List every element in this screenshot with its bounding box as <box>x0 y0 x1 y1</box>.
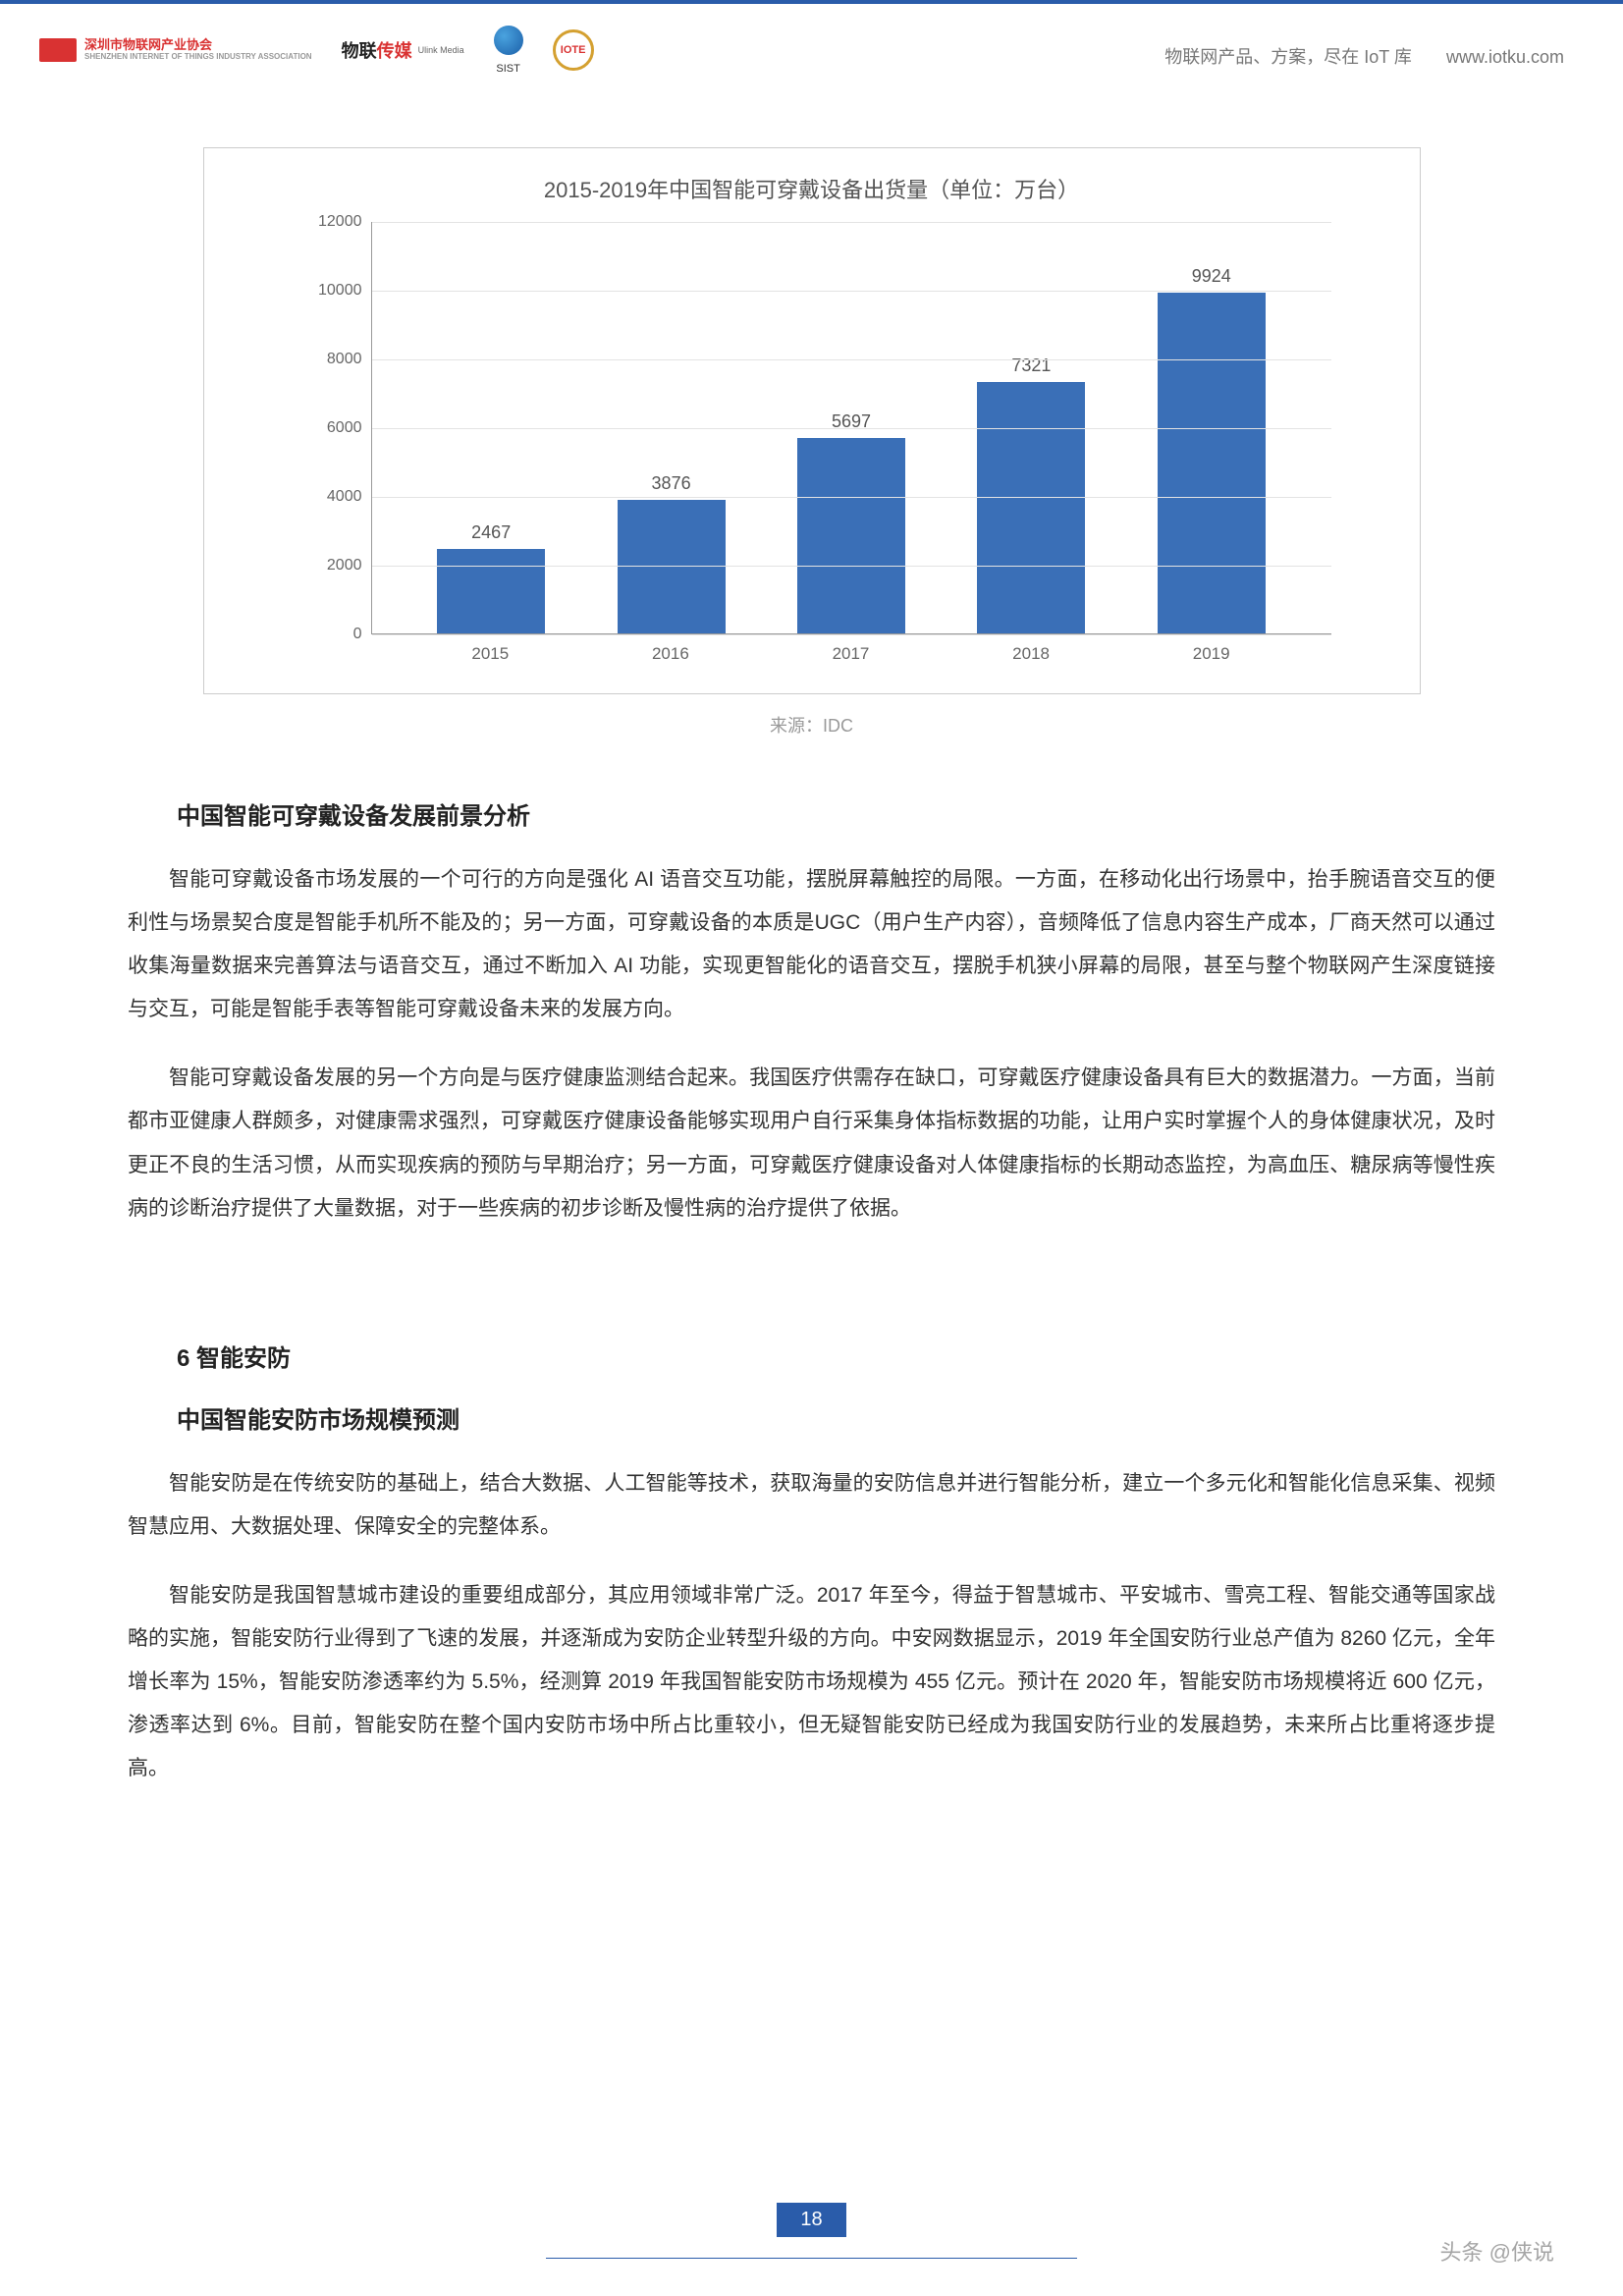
grid-line <box>372 291 1331 292</box>
chart-x-axis: 2015 2016 2017 2018 2019 <box>371 634 1331 674</box>
bar-value-label: 3876 <box>652 473 691 494</box>
y-tick-label: 12000 <box>303 213 362 231</box>
header-logos: 深圳市物联网产业协会 SHENZHEN INTERNET OF THINGS I… <box>39 26 594 75</box>
sziot-en: SHENZHEN INTERNET OF THINGS INDUSTRY ASS… <box>84 53 312 62</box>
y-tick-label: 10000 <box>303 282 362 300</box>
header-link[interactable]: www.iotku.com <box>1446 47 1564 67</box>
paragraph: 智能安防是在传统安防的基础上，结合大数据、人工智能等技术，获取海量的安防信息并进… <box>128 1462 1495 1549</box>
chart-plot: 24673876569773219924 0200040006000800010… <box>371 222 1331 634</box>
x-tick-label: 2017 <box>796 644 904 664</box>
sist-text: SIST <box>496 63 519 75</box>
grid-line <box>372 222 1331 223</box>
footer-line <box>546 2258 1077 2259</box>
sziot-text: 深圳市物联网产业协会 SHENZHEN INTERNET OF THINGS I… <box>84 38 312 61</box>
section-heading: 中国智能安防市场规模预测 <box>177 1400 1495 1435</box>
y-tick-label: 8000 <box>303 351 362 368</box>
chart-title: 2015-2019年中国智能可穿戴设备出货量（单位：万台） <box>243 173 1380 204</box>
grid-line <box>372 497 1331 498</box>
page-root: 深圳市物联网产业协会 SHENZHEN INTERNET OF THINGS I… <box>0 0 1623 2296</box>
sist-icon <box>494 26 523 55</box>
section-number-title: 6 智能安防 <box>177 1339 1495 1373</box>
bar <box>437 549 545 633</box>
paragraph: 智能可穿戴设备发展的另一个方向是与医疗健康监测结合起来。我国医疗供需存在缺口，可… <box>128 1057 1495 1230</box>
y-tick-label: 6000 <box>303 419 362 437</box>
grid-line <box>372 566 1331 567</box>
bar-value-label: 2467 <box>471 522 511 543</box>
section-wearable: 中国智能可穿戴设备发展前景分析 智能可穿戴设备市场发展的一个可行的方向是强化 A… <box>128 796 1495 1230</box>
watermark: 头条 @侠说 <box>1440 2235 1554 2267</box>
x-tick-label: 2018 <box>977 644 1085 664</box>
bar <box>977 382 1085 633</box>
paragraph: 智能可穿戴设备市场发展的一个可行的方向是强化 AI 语音交互功能，摆脱屏幕触控的… <box>128 858 1495 1031</box>
bar-column: 5697 <box>797 411 905 633</box>
x-tick-label: 2015 <box>436 644 544 664</box>
page-number: 18 <box>777 2203 845 2237</box>
bar-column: 2467 <box>437 522 545 633</box>
y-tick-label: 4000 <box>303 488 362 506</box>
logo-sziot: 深圳市物联网产业协会 SHENZHEN INTERNET OF THINGS I… <box>39 38 312 62</box>
chart-container: 2015-2019年中国智能可穿戴设备出货量（单位：万台） 2467 3876 56… <box>203 147 1421 694</box>
page-header: 深圳市物联网产业协会 SHENZHEN INTERNET OF THINGS I… <box>0 0 1623 93</box>
section-heading: 中国智能可穿戴设备发展前景分析 <box>177 796 1495 831</box>
y-tick-label: 2000 <box>303 557 362 574</box>
header-slogan: 物联网产品、方案，尽在 IoT 库 <box>1164 47 1412 67</box>
bar-value-label: 7321 <box>1011 355 1051 376</box>
footer: 18 <box>0 2203 1623 2237</box>
bar <box>618 500 726 633</box>
bar-value-label: 9924 <box>1192 266 1231 287</box>
x-tick-label: 2019 <box>1158 644 1266 664</box>
grid-line <box>372 428 1331 429</box>
chart-source: 来源：IDC <box>128 712 1495 738</box>
ulink-cn: 物联传媒 <box>342 37 412 63</box>
content: 2015-2019年中国智能可穿戴设备出货量（单位：万台） 2467 3876 56… <box>0 147 1623 1790</box>
logo-sist: SIST <box>494 26 523 75</box>
bar <box>797 438 905 633</box>
logo-ulink: 物联传媒 Ulink Media <box>342 37 464 63</box>
paragraph: 智能安防是我国智慧城市建设的重要组成部分，其应用领域非常广泛。2017 年至今，… <box>128 1574 1495 1790</box>
sziot-icon <box>39 38 77 62</box>
bar-column: 7321 <box>977 355 1085 633</box>
section-security: 6 智能安防 中国智能安防市场规模预测 智能安防是在传统安防的基础上，结合大数据… <box>128 1339 1495 1791</box>
chart-area: 2467 3876 5697 7321 9924 0 2000 4000 6000 8000 10… <box>302 222 1361 674</box>
sziot-cn: 深圳市物联网产业协会 <box>84 37 212 52</box>
bar-column: 9924 <box>1158 266 1266 633</box>
grid-line <box>372 359 1331 360</box>
bar <box>1158 293 1266 633</box>
x-tick-label: 2016 <box>617 644 725 664</box>
ulink-en: Ulink Media <box>418 45 464 55</box>
header-right: 物联网产品、方案，尽在 IoT 库 www.iotku.com <box>1164 43 1564 69</box>
y-tick-label: 0 <box>303 626 362 643</box>
logo-iote: IOTE <box>553 29 594 71</box>
